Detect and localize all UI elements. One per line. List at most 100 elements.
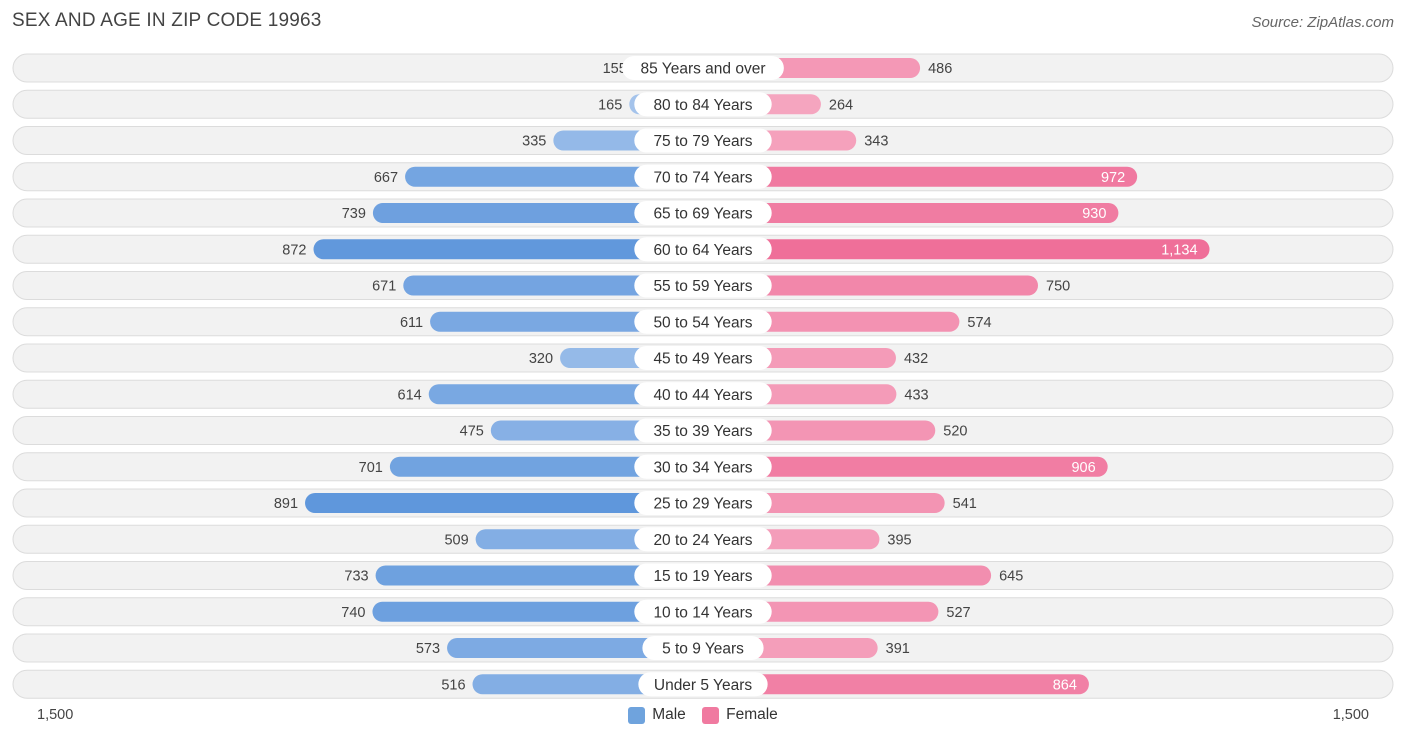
axis-label-left: 1,500 [37,707,74,723]
value-label-female: 864 [1053,677,1077,693]
value-label-female: 645 [999,569,1023,585]
legend-label-male: Male [652,706,686,723]
source-note: Source: ZipAtlas.com [1251,14,1394,31]
population-pyramid-chart: 155 486 85 Years and over 165 264 80 to 84 Ye… [12,53,1394,699]
legend-item-female: Female [702,706,778,724]
category-pill [634,382,772,407]
category-pill [622,56,784,80]
bar-male [405,166,703,187]
category-pill [634,527,772,552]
value-label-male: 667 [374,170,398,186]
category-label: 50 to 54 Years [653,314,752,331]
category-pill [634,563,772,588]
category-label: 35 to 39 Years [653,423,752,440]
value-label-female: 527 [946,605,970,621]
legend-item-male: Male [628,706,686,724]
bar-male [305,493,703,513]
value-label-female: 930 [1082,206,1106,222]
value-label-male: 733 [344,569,368,585]
value-label-male: 475 [460,424,484,440]
value-label-female: 906 [1071,460,1095,476]
value-label-male: 165 [598,97,622,113]
value-label-male: 740 [341,605,365,621]
value-label-female: 486 [928,61,952,77]
chart-title: SEX AND AGE IN ZIP CODE 19963 [12,10,322,31]
value-label-male: 516 [441,677,465,693]
bar-male [389,456,703,477]
category-label: 65 to 69 Years [653,206,752,223]
category-pill [642,636,764,660]
bar-male [428,384,703,405]
value-label-female: 574 [967,315,991,331]
bar-male [447,638,703,658]
category-label: 25 to 29 Years [653,496,752,513]
value-label-male: 701 [359,460,383,476]
category-label: 40 to 44 Years [653,387,752,404]
legend-label-female: Female [726,706,778,723]
value-label-male: 335 [522,134,546,150]
category-label: 5 to 9 Years [662,641,744,658]
category-pill [634,309,772,334]
category-label: 85 Years and over [641,61,766,78]
bar-female [703,203,1119,223]
category-pill [634,128,772,153]
category-label: 20 to 24 Years [653,532,752,549]
value-label-male: 611 [400,315,423,331]
category-pill [634,237,772,262]
value-label-female: 343 [864,134,888,150]
bar-female [703,239,1210,260]
bar-female [703,456,1108,477]
value-label-female: 264 [829,97,853,113]
value-label-female: 432 [904,351,928,367]
category-label: 70 to 74 Years [653,169,752,186]
category-pill [634,92,772,117]
value-label-male: 509 [444,532,468,548]
value-label-male: 891 [274,496,298,512]
category-label: 55 to 59 Years [653,278,752,295]
value-label-male: 671 [372,279,396,295]
category-pill [638,672,768,697]
bar-male [313,239,703,260]
value-label-female: 972 [1101,170,1125,186]
value-label-female: 433 [904,387,928,403]
value-label-male: 320 [529,351,553,367]
value-label-female: 750 [1046,279,1070,295]
category-label: 80 to 84 Years [653,97,752,114]
value-label-female: 391 [886,641,910,657]
category-label: 10 to 14 Years [653,604,752,621]
category-label: 45 to 49 Years [653,351,752,368]
category-pill [634,273,772,298]
category-pill [634,491,772,515]
category-pill [634,454,772,479]
bar-male [372,601,703,622]
bar-male [375,565,703,586]
bar-male [372,203,703,223]
category-pill [634,164,772,189]
value-label-male: 614 [398,387,422,403]
legend-swatch-male [628,706,646,724]
value-label-male: 739 [342,206,366,222]
axis-label-right: 1,500 [1332,707,1369,723]
category-label: 30 to 34 Years [653,459,752,476]
legend-swatch-female [702,706,720,724]
category-pill [634,201,772,225]
value-label-female: 541 [953,496,977,512]
value-label-female: 520 [943,424,967,440]
value-label-male: 155 [603,61,627,77]
value-label-female: 1,134 [1161,242,1197,258]
bar-female [703,674,1089,695]
bar-female [703,275,1038,296]
bar-male [430,311,703,332]
category-label: 15 to 19 Years [653,568,752,585]
category-label: 60 to 64 Years [653,242,752,259]
value-label-female: 395 [887,532,911,548]
value-label-male: 573 [416,641,440,657]
bar-female [703,166,1138,187]
category-label: 75 to 79 Years [653,133,752,150]
category-pill [634,418,772,443]
value-label-male: 872 [282,242,306,258]
legend: Male Female [0,706,1406,729]
bar-female [703,565,992,586]
category-pill [634,599,772,624]
category-label: Under 5 Years [654,677,752,694]
